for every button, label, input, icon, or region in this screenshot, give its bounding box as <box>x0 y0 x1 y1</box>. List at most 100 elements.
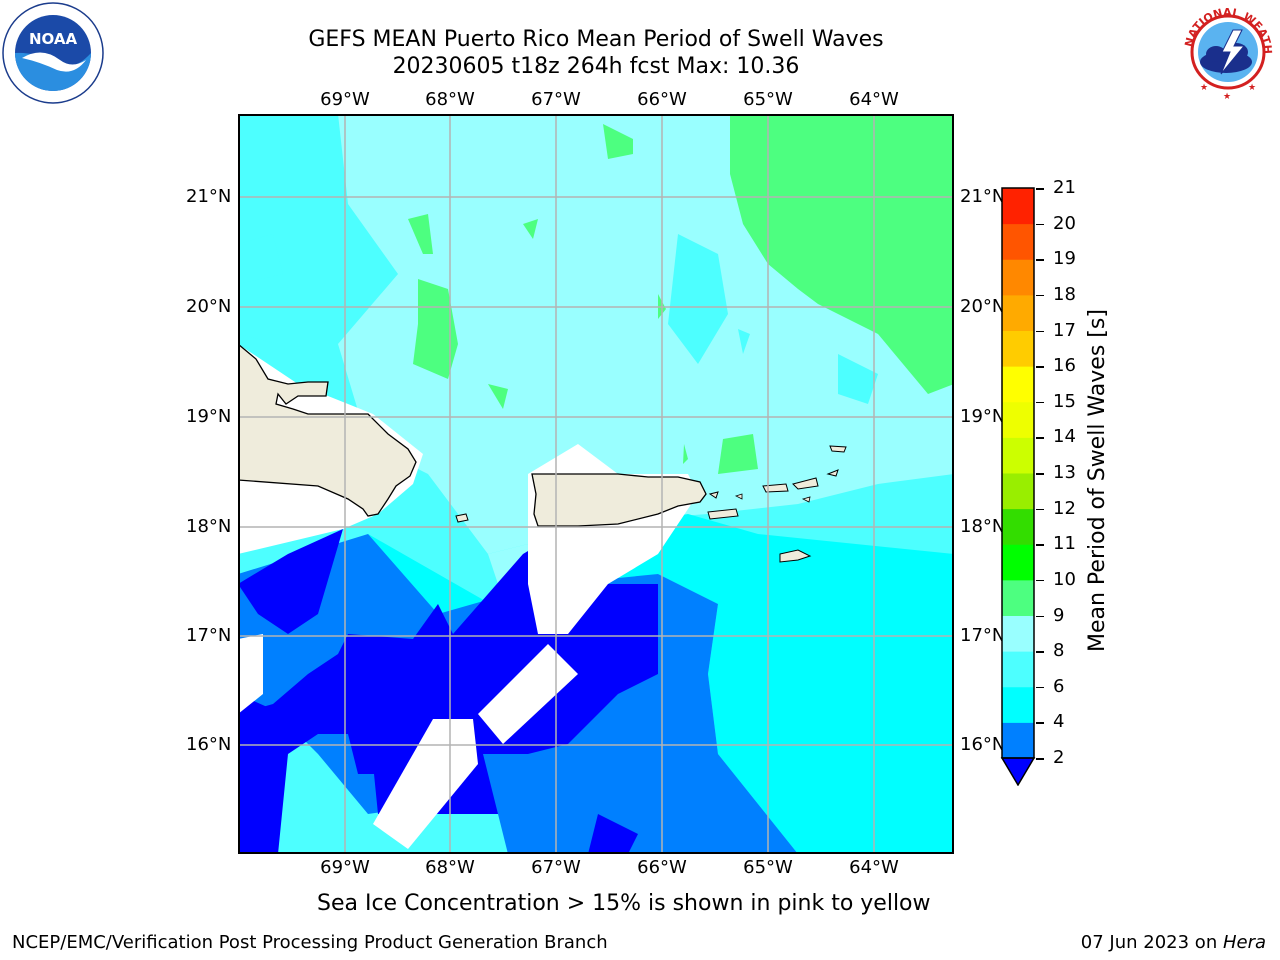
colorbar-tick-label: 9 <box>1053 604 1065 626</box>
footer-date: 07 Jun 2023 on Hera <box>1081 932 1266 953</box>
colorbar-tick-label: 13 <box>1053 462 1076 483</box>
footer-credit: NCEP/EMC/Verification Post Processing Pr… <box>12 932 608 953</box>
chart-title-line2: 20230605 t18z 264h fcst Max: 10.36 <box>392 54 800 79</box>
colorbar-tick-mark <box>1036 330 1044 332</box>
lat-label-left-16n: 16°N <box>186 734 232 755</box>
colorbar-tick-label: 12 <box>1053 497 1076 519</box>
colorbar-tick-label: 18 <box>1053 283 1076 305</box>
lon-label-top-68w: 68°W <box>425 89 475 110</box>
lat-label-left-21n: 21°N <box>186 186 232 207</box>
colorbar-swatch <box>1002 437 1034 474</box>
colorbar-tick-mark <box>1036 294 1044 297</box>
svg-text:★: ★ <box>1223 92 1231 102</box>
lat-label-left-19n: 19°N <box>186 406 232 427</box>
colorbar-tick-mark <box>1036 366 1044 368</box>
noaa-logo-text: NOAA <box>29 30 78 48</box>
hispaniola-land <box>238 343 417 517</box>
colorbar-swatch <box>1002 579 1034 616</box>
anegada-island <box>826 469 839 477</box>
lat-label-right-20n: 20°N <box>960 296 1006 317</box>
colorbar-swatch <box>1002 223 1034 260</box>
svg-text:★: ★ <box>1200 83 1208 93</box>
colorbar-tick-label: 21 <box>1053 177 1076 198</box>
colorbar-tick-label: 11 <box>1053 533 1076 555</box>
lon-label-top-67w: 67°W <box>531 89 581 110</box>
colorbar-tick-mark <box>1036 758 1044 760</box>
colorbar-tick-label: 4 <box>1053 711 1065 733</box>
colorbar-tick-mark <box>1036 401 1044 404</box>
colorbar-swatch <box>1002 473 1034 510</box>
lat-label-right-16n: 16°N <box>960 734 1006 755</box>
lat-label-left-17n: 17°N <box>186 625 232 646</box>
colorbar-swatches <box>1000 187 1036 786</box>
colorbar-tick-label: 6 <box>1053 675 1065 697</box>
footer-host: Hera <box>1222 932 1266 953</box>
colorbar-frame <box>1001 187 1035 759</box>
colorbar-swatch <box>1002 188 1034 225</box>
sea-ice-caption: Sea Ice Concentration > 15% is shown in … <box>317 891 931 916</box>
colorbar-tick-label: 10 <box>1053 568 1076 590</box>
chart-title-line1: GEFS MEAN Puerto Rico Mean Period of Swe… <box>308 27 884 52</box>
mona-island <box>455 513 469 523</box>
colorbar-tick-label: 17 <box>1053 319 1076 341</box>
culebra-island <box>708 491 719 499</box>
lat-label-left-20n: 20°N <box>186 296 232 317</box>
colorbar-tick-mark <box>1036 437 1044 439</box>
colorbar-tick-mark <box>1036 473 1044 475</box>
colorbar <box>1000 186 1036 786</box>
colorbar-tick-mark <box>1036 223 1044 226</box>
colorbar-swatch <box>1002 722 1034 759</box>
lon-label-top-64w: 64°W <box>849 89 899 110</box>
st-croix-island <box>779 549 812 563</box>
colorbar-swatch <box>1002 401 1034 438</box>
lat-label-right-17n: 17°N <box>960 625 1006 646</box>
lon-label-bottom-64w: 64°W <box>849 857 899 878</box>
swell-period-field <box>238 114 954 854</box>
colorbar-tick-label: 16 <box>1053 355 1076 377</box>
colorbar-swatch <box>1002 508 1034 545</box>
colorbar-tick-mark <box>1036 544 1044 546</box>
vieques-island <box>707 508 739 520</box>
colorbar-tick-label: 19 <box>1053 248 1076 270</box>
nws-logo: NATIONAL WEATHER SERVICE ★★★ <box>1174 0 1278 102</box>
colorbar-tick-mark <box>1036 188 1044 190</box>
lon-label-top-65w: 65°W <box>743 89 793 110</box>
colorbar-tick-label: 15 <box>1053 390 1076 412</box>
lon-label-bottom-65w: 65°W <box>743 857 793 878</box>
colorbar-swatch <box>1002 259 1034 296</box>
lat-label-left-18n: 18°N <box>186 516 232 537</box>
colorbar-tick-label: 8 <box>1053 640 1065 662</box>
svg-text:★: ★ <box>1248 83 1256 93</box>
lat-label-right-19n: 19°N <box>960 406 1006 427</box>
colorbar-tick-mark <box>1036 615 1044 617</box>
colorbar-swatch <box>1002 615 1034 652</box>
map-frame <box>238 114 954 854</box>
lon-label-top-66w: 66°W <box>637 89 687 110</box>
lon-label-bottom-66w: 66°W <box>637 857 687 878</box>
colorbar-tick-mark <box>1036 259 1044 261</box>
lon-label-top-69w: 69°W <box>320 89 370 110</box>
colorbar-tick-mark <box>1036 722 1044 724</box>
colorbar-swatch <box>1002 330 1034 367</box>
colorbar-tick-mark <box>1036 651 1044 653</box>
lat-label-right-18n: 18°N <box>960 516 1006 537</box>
sombrero-island <box>829 445 847 453</box>
colorbar-tick-label: 2 <box>1053 747 1065 768</box>
lon-label-bottom-67w: 67°W <box>531 857 581 878</box>
map-panel <box>238 114 954 854</box>
map-gridlines <box>238 114 954 854</box>
colorbar-tick-label: 14 <box>1053 426 1076 448</box>
noaa-logo: NOAA <box>2 2 104 104</box>
colorbar-tick-mark <box>1036 686 1044 689</box>
colorbar-label: Mean Period of Swell Waves [s] <box>1085 309 1110 652</box>
lat-label-right-21n: 21°N <box>960 186 1006 207</box>
colorbar-tick-mark <box>1036 579 1044 582</box>
colorbar-tick-mark <box>1036 508 1044 511</box>
lon-label-bottom-69w: 69°W <box>320 857 370 878</box>
colorbar-extend-triangle <box>1000 757 1036 786</box>
colorbar-swatch <box>1002 366 1034 403</box>
colorbar-swatch <box>1002 686 1034 723</box>
footer-date-text: 07 Jun 2023 on <box>1080 932 1223 953</box>
st-thomas-island <box>762 483 789 493</box>
lon-label-bottom-68w: 68°W <box>425 857 475 878</box>
